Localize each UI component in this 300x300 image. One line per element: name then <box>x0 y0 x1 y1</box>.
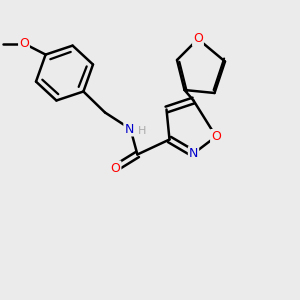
Text: O: O <box>111 161 120 175</box>
Text: O: O <box>211 130 221 143</box>
Text: O: O <box>193 32 203 46</box>
Text: O: O <box>19 37 29 50</box>
Text: H: H <box>138 125 147 136</box>
Text: N: N <box>124 122 134 136</box>
Text: N: N <box>189 147 198 160</box>
